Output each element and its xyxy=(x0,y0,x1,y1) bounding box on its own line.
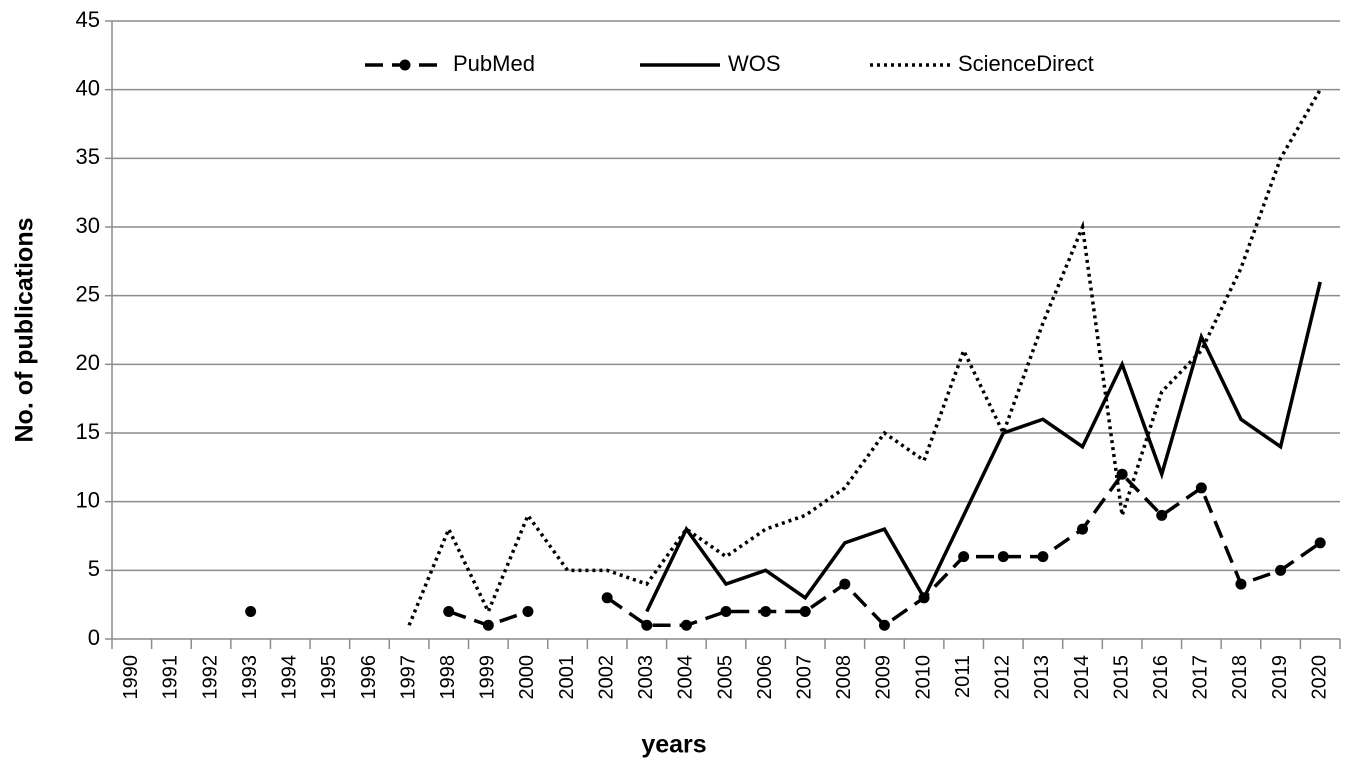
y-tick-label: 0 xyxy=(88,625,100,650)
x-tick-label: 1992 xyxy=(199,655,221,700)
y-tick-label: 30 xyxy=(76,213,100,238)
series-marker xyxy=(245,606,257,618)
x-tick-label: 2003 xyxy=(635,655,657,700)
x-tick-label: 2020 xyxy=(1308,655,1330,700)
x-tick-label: 2016 xyxy=(1150,655,1172,700)
x-tick-label: 2002 xyxy=(595,655,617,700)
x-tick-label: 1993 xyxy=(239,655,261,700)
series-marker xyxy=(522,606,534,618)
x-tick-label: 2014 xyxy=(1071,655,1093,700)
series-marker xyxy=(680,619,692,631)
legend-label: ScienceDirect xyxy=(958,51,1094,76)
x-tick-label: 2012 xyxy=(992,655,1014,700)
x-tick-label: 2001 xyxy=(556,655,578,700)
y-tick-label: 45 xyxy=(76,7,100,32)
x-tick-label: 2013 xyxy=(1031,655,1053,700)
series-marker xyxy=(443,606,455,618)
series-marker xyxy=(641,619,653,631)
series-marker xyxy=(997,551,1009,563)
y-tick-label: 35 xyxy=(76,144,100,169)
x-tick-label: 2006 xyxy=(754,655,776,700)
series-marker xyxy=(1275,564,1287,576)
series-marker xyxy=(1235,578,1247,590)
legend-label: PubMed xyxy=(453,51,535,76)
y-tick-label: 20 xyxy=(76,350,100,375)
series-line xyxy=(645,281,1322,613)
x-tick-label: 2015 xyxy=(1110,655,1132,700)
x-tick-label: 2004 xyxy=(675,655,697,700)
x-tick-label: 1998 xyxy=(437,655,459,700)
x-tick-label: 2011 xyxy=(952,655,974,698)
x-axis-title: years xyxy=(641,731,706,759)
y-tick-label: 10 xyxy=(76,487,100,512)
series-marker xyxy=(799,606,811,618)
series-marker xyxy=(482,619,494,631)
x-tick-label: 2019 xyxy=(1269,655,1291,700)
series-marker xyxy=(1156,509,1168,521)
y-tick-label: 40 xyxy=(76,75,100,100)
x-tick-label: 1994 xyxy=(279,655,301,700)
series-marker xyxy=(1077,523,1089,535)
series-marker xyxy=(1037,551,1049,563)
x-tick-label: 1996 xyxy=(358,655,380,700)
y-axis-title: No. of publications xyxy=(11,218,39,443)
series-marker xyxy=(720,606,732,618)
series-line xyxy=(448,471,1322,628)
series-marker xyxy=(958,551,970,563)
series-marker xyxy=(601,592,613,604)
x-tick-label: 2000 xyxy=(516,655,538,700)
series-marker xyxy=(839,578,851,590)
y-tick-label: 25 xyxy=(76,281,100,306)
x-tick-label: 2010 xyxy=(912,655,934,700)
x-tick-label: 2007 xyxy=(794,655,816,700)
y-tick-label: 15 xyxy=(76,419,100,444)
y-tick-label: 5 xyxy=(88,556,100,581)
series-marker xyxy=(1195,482,1207,494)
x-tick-label: 1991 xyxy=(160,655,182,700)
x-tick-label: 2017 xyxy=(1190,655,1212,700)
x-tick-label: 1990 xyxy=(120,655,142,700)
series-marker xyxy=(760,606,772,618)
x-tick-label: 1999 xyxy=(477,655,499,700)
x-tick-label: 2005 xyxy=(714,655,736,700)
x-tick-label: 2009 xyxy=(873,655,895,700)
x-tick-label: 1995 xyxy=(318,655,340,700)
series-line xyxy=(407,88,1322,626)
series-marker xyxy=(1116,468,1128,480)
legend-label: WOS xyxy=(728,51,781,76)
x-tick-label: 2008 xyxy=(833,655,855,700)
x-tick-label: 1997 xyxy=(397,655,419,700)
x-tick-label: 2018 xyxy=(1229,655,1251,700)
legend-marker xyxy=(399,59,411,71)
series-marker xyxy=(1314,537,1326,549)
series-marker xyxy=(878,619,890,631)
